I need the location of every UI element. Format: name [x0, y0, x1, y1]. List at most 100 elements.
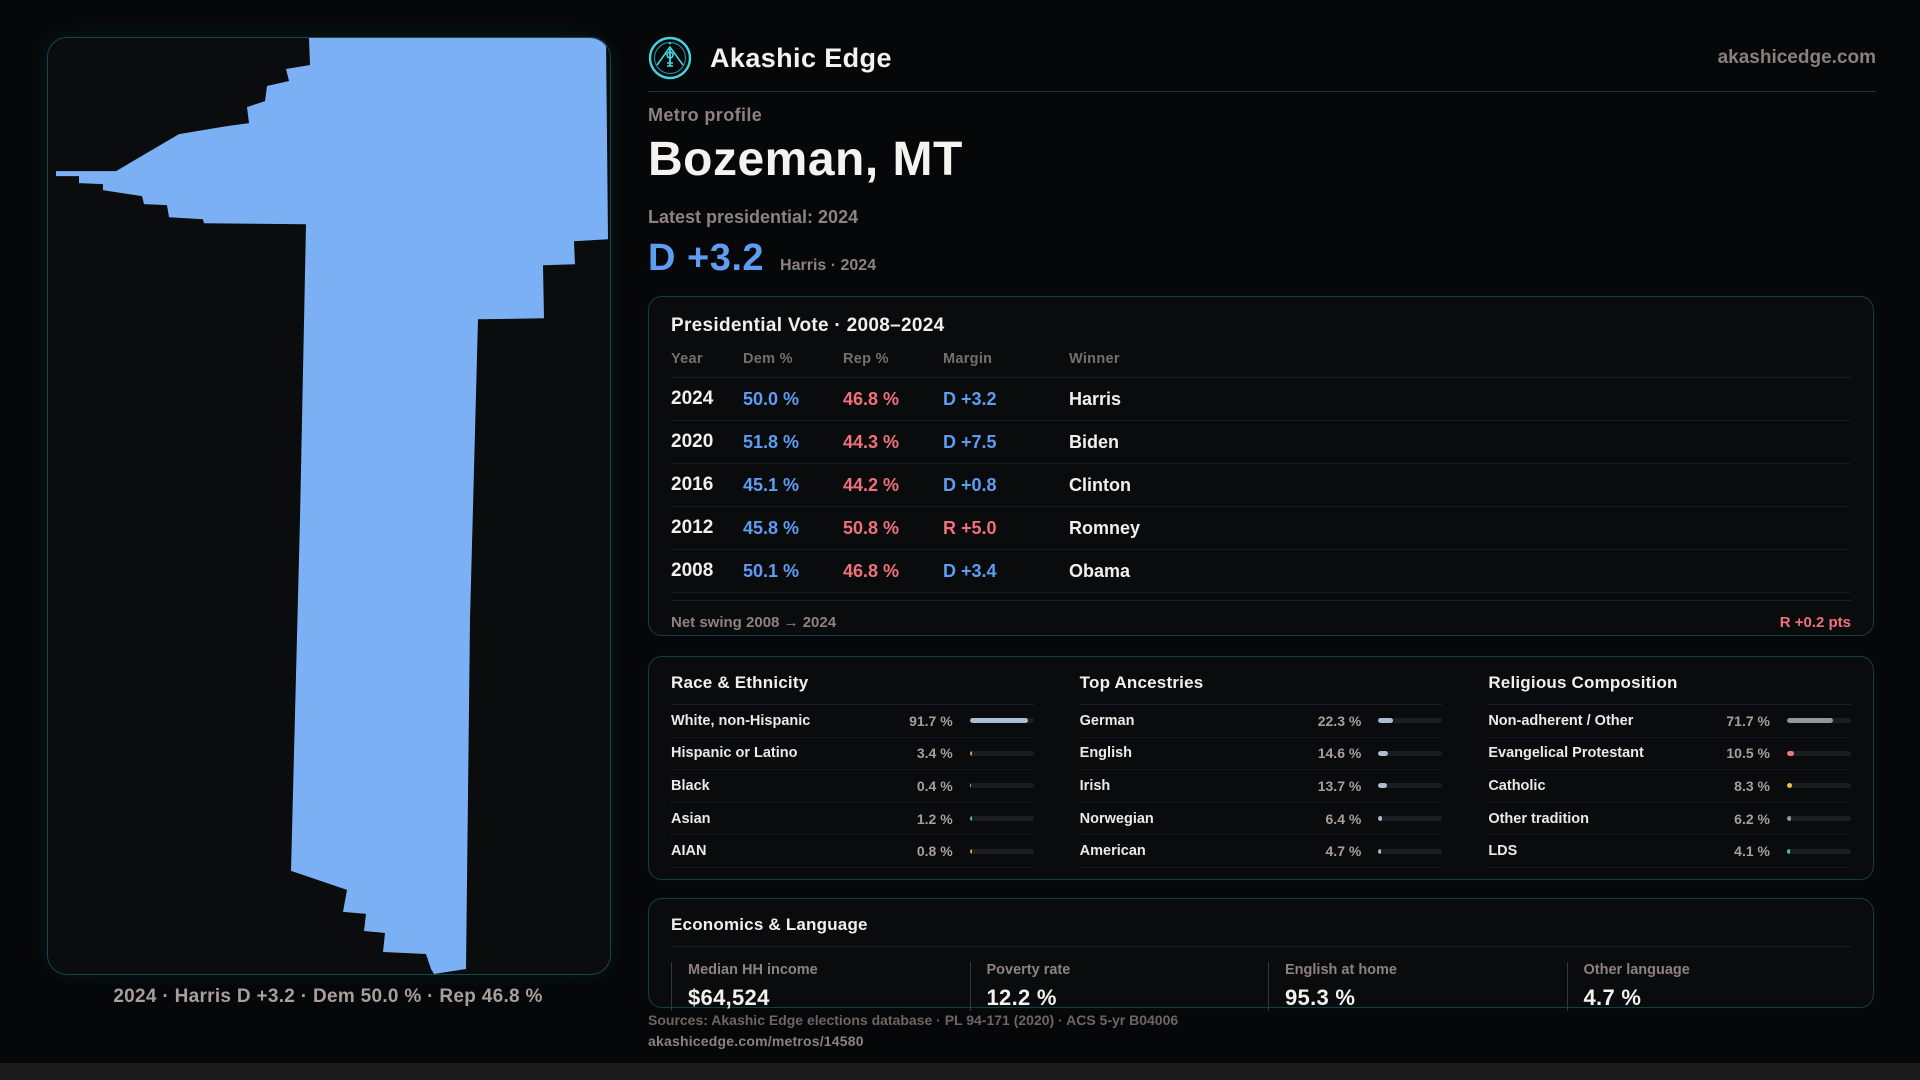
demographic-label: Irish	[1079, 777, 1111, 794]
demographic-bar-fill	[1378, 848, 1382, 854]
demographic-value: 0.4 %	[916, 777, 953, 794]
demographic-label: LDS	[1488, 843, 1518, 860]
demographic-row: Non-adherent / Other 71.7 %	[1488, 705, 1851, 738]
headline-margin-note: Harris · 2024	[780, 257, 877, 274]
economics-stat-value: 95.3 %	[1285, 985, 1356, 1010]
economics-stat-label: Other language	[1583, 962, 1690, 978]
demographic-value: 8.3 %	[1734, 777, 1770, 794]
demographic-label: English	[1079, 745, 1133, 762]
metro-map-card	[47, 37, 611, 975]
vote-table-row: 2012 45.8 % 50.8 % R +5.0 Romney	[671, 507, 1851, 550]
vote-cell-winner: Biden	[1069, 431, 1120, 452]
economics-stat-value: 12.2 %	[986, 985, 1057, 1010]
vote-cell-year: 2024	[671, 388, 714, 409]
headline-margin-value: D +3.2	[648, 237, 765, 279]
demographic-bar-track	[1378, 783, 1443, 789]
demographic-value: 10.5 %	[1726, 745, 1770, 762]
vote-cell-year: 2020	[671, 431, 714, 452]
demographic-label: Asian	[671, 810, 711, 827]
demographic-bar-track	[1786, 816, 1851, 822]
demographic-bar-track	[969, 783, 1034, 789]
demographics-card: Race & Ethnicity White, non-Hispanic 91.7…	[648, 656, 1874, 880]
demographic-row: Black 0.4 %	[671, 770, 1034, 803]
demographic-bar-fill	[969, 816, 972, 822]
header-divider	[648, 91, 1876, 92]
vote-col-header: Year	[671, 351, 703, 367]
demographic-row: Other tradition 6.2 %	[1488, 803, 1851, 836]
demographic-label: AIAN	[671, 843, 707, 860]
demographic-bar-track	[969, 816, 1034, 822]
vote-col-header: Winner	[1069, 351, 1120, 367]
demographic-value: 4.7 %	[1325, 843, 1362, 860]
net-swing-row: Net swing 2008 → 2024 R +0.2 pts	[671, 600, 1851, 631]
demographic-row: White, non-Hispanic 91.7 %	[671, 705, 1034, 738]
bottom-window-strip	[0, 1063, 1920, 1080]
vote-table-row: 2024 50.0 % 46.8 % D +3.2 Harris	[671, 378, 1851, 421]
race-ethnicity-rows: White, non-Hispanic 91.7 % Hispanic or Lat…	[671, 705, 1034, 868]
demographic-row: Hispanic or Latino 3.4 %	[671, 738, 1034, 771]
demographic-row: American 4.7 %	[1079, 835, 1443, 868]
demographic-value: 6.4 %	[1325, 810, 1362, 827]
demographic-label: Black	[671, 777, 710, 794]
demographic-row: Asian 1.2 %	[671, 803, 1034, 836]
vote-cell-dem: 45.8 %	[743, 517, 800, 538]
demographic-bar-fill	[1378, 750, 1388, 756]
religious-composition-rows: Non-adherent / Other 71.7 % Evangelical Pr…	[1488, 705, 1851, 868]
demographic-bar-fill	[1786, 750, 1794, 756]
demographic-bar-fill	[1786, 718, 1833, 724]
economics-stat: English at home 95.3 %	[1268, 962, 1553, 1011]
demographic-value: 0.8 %	[916, 843, 953, 860]
demographic-value: 1.2 %	[916, 810, 953, 827]
demographic-row: Evangelical Protestant 10.5 %	[1488, 738, 1851, 771]
demographic-bar-fill	[969, 848, 972, 854]
metro-map	[56, 38, 608, 974]
demographic-value: 13.7 %	[1317, 777, 1362, 794]
economics-stats: Median HH income $64,524 Poverty rate 12.2 …	[671, 962, 1851, 1011]
map-caption: 2024 · Harris D +3.2 · Dem 50.0 % · Rep …	[113, 986, 543, 1007]
latest-presidential-label: Latest presidential: 2024	[648, 207, 859, 227]
demographic-label: Hispanic or Latino	[671, 745, 798, 762]
economics-title: Economics & Language	[671, 915, 1851, 947]
demographic-bar-track	[969, 750, 1034, 756]
demographic-bar-track	[969, 718, 1034, 724]
metro-shape-gallatin	[56, 38, 608, 974]
demographic-value: 91.7 %	[909, 712, 953, 729]
brand-domain-link[interactable]: akashicedge.com	[1717, 47, 1876, 68]
demographic-bar-fill	[969, 750, 972, 756]
net-swing-value: R +0.2 pts	[1779, 614, 1851, 631]
top-ancestries-title: Top Ancestries	[1079, 673, 1443, 705]
vote-cell-winner: Romney	[1069, 517, 1141, 538]
demographic-bar-fill	[1378, 816, 1383, 822]
vote-cell-rep: 46.8 %	[843, 560, 900, 581]
permalink[interactable]: akashicedge.com/metros/14580	[648, 1033, 864, 1049]
vote-cell-rep: 44.3 %	[843, 431, 900, 452]
demographic-value: 4.1 %	[1734, 843, 1770, 860]
demographic-label: Non-adherent / Other	[1488, 712, 1634, 729]
vote-cell-winner: Clinton	[1069, 474, 1131, 495]
demographic-bar-fill	[1378, 783, 1388, 789]
demographic-bar-track	[1786, 750, 1851, 756]
economics-stat-label: Poverty rate	[986, 962, 1071, 978]
vote-cell-dem: 45.1 %	[743, 474, 800, 495]
demographic-label: Norwegian	[1079, 810, 1154, 827]
vote-col-header: Dem %	[743, 351, 793, 367]
demographic-row: Catholic 8.3 %	[1488, 770, 1851, 803]
vote-cell-year: 2016	[671, 474, 714, 495]
demographic-value: 22.3 %	[1317, 712, 1362, 729]
presidential-vote-card: Presidential Vote · 2008–2024 Year Dem % R…	[648, 296, 1874, 636]
vote-cell-margin: D +3.4	[943, 560, 997, 581]
sources-line: Sources: Akashic Edge elections database…	[648, 1012, 1179, 1028]
top-ancestries-rows: German 22.3 % English 14.6 % Irish 13.7 % Norw…	[1079, 705, 1443, 868]
demographic-label: German	[1079, 712, 1135, 729]
demographic-bar-fill	[1786, 848, 1790, 854]
net-swing-label: Net swing 2008 → 2024	[671, 614, 837, 631]
demographic-row: Norwegian 6.4 %	[1079, 803, 1443, 836]
economics-stat: Poverty rate 12.2 %	[969, 962, 1255, 1011]
demographic-row: German 22.3 %	[1079, 705, 1443, 738]
demographic-label: Other tradition	[1488, 810, 1590, 827]
economics-stat-label: Median HH income	[688, 962, 818, 978]
vote-cell-margin: D +3.2	[943, 388, 997, 409]
vote-cell-dem: 50.0 %	[743, 388, 800, 409]
demographic-label: White, non-Hispanic	[671, 712, 811, 729]
demographic-value: 6.2 %	[1734, 810, 1770, 827]
